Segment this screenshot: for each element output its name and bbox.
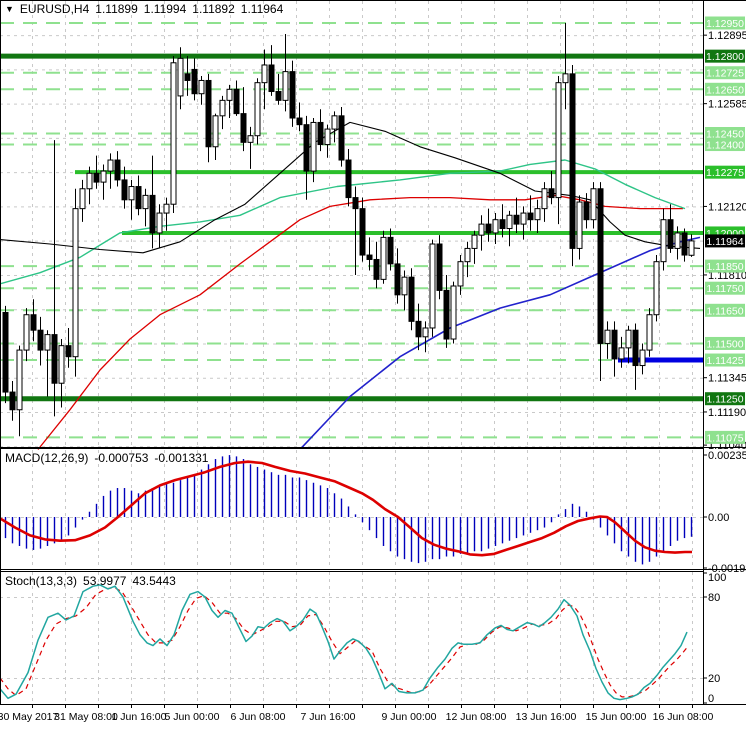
grid-lines [0,1,703,704]
ma-blue-line [301,236,701,448]
svg-text:15 Jun 00:00: 15 Jun 00:00 [586,711,647,723]
macd-signal-line [0,460,692,557]
svg-text:31 May 08:00: 31 May 08:00 [54,711,118,723]
ohlc-high: 1.11994 [143,2,187,16]
svg-text:-0.001935: -0.001935 [708,563,746,575]
symbol-title: ▼ EURUSD,H4 1.11899 1.11994 1.11892 1.11964 [5,2,283,16]
svg-text:1.12895: 1.12895 [708,30,746,42]
ma-teal-line [0,159,686,285]
ma-black-line [0,121,701,254]
candlesticks [2,23,695,437]
svg-text:1.11345: 1.11345 [708,373,746,385]
svg-text:20: 20 [708,673,720,685]
svg-text:9 Jun 00:00: 9 Jun 00:00 [382,711,437,723]
support-resistance-lines[interactable] [0,22,703,439]
svg-text:1.12120: 1.12120 [708,201,746,213]
svg-text:6 Jun 08:00: 6 Jun 08:00 [231,711,286,723]
svg-text:1.11650: 1.11650 [706,305,743,317]
svg-text:1.12650: 1.12650 [706,84,744,96]
svg-text:1.12275: 1.12275 [706,167,744,179]
svg-text:1.11190: 1.11190 [708,407,746,419]
svg-text:5 Jun 00:00: 5 Jun 00:00 [165,711,220,723]
svg-text:12 Jun 08:00: 12 Jun 08:00 [446,711,507,723]
svg-text:1.12450: 1.12450 [706,129,744,141]
macd-signal-value: -0.001331 [154,451,209,465]
svg-text:1.11810: 1.11810 [708,270,746,282]
svg-text:1.11425: 1.11425 [706,355,743,367]
svg-text:1.12800: 1.12800 [706,51,744,63]
panel-borders [0,0,746,705]
price-scale[interactable]: 1.12895 1.12585 1.12120 1.11810 1.11345 1.111… [703,16,746,453]
svg-text:0: 0 [708,693,714,705]
svg-text:0.00: 0.00 [708,512,729,524]
svg-text:1.12400: 1.12400 [706,140,744,152]
svg-text:7 Jun 16:00: 7 Jun 16:00 [301,711,356,723]
svg-text:1.11750: 1.11750 [706,283,743,295]
symbol-name: EURUSD,H4 [19,2,90,16]
svg-text:1.11075: 1.11075 [706,432,743,444]
svg-text:1.12585: 1.12585 [708,99,746,111]
stoch-d-line [0,586,689,698]
svg-text:30 May 2017: 30 May 2017 [0,711,59,723]
indicator-scale-labels[interactable]: 0.002353 0.00 -0.001935100 80 20 0 [703,450,746,705]
svg-text:1.11250: 1.11250 [706,394,743,406]
ohlc-open: 1.11899 [95,2,138,16]
svg-text:80: 80 [708,592,720,604]
macd-main-value: -0.000753 [94,451,149,465]
ohlc-low: 1.11892 [192,2,235,16]
macd-name: MACD(12,26,9) [5,451,89,465]
stoch-indicator-label: Stoch(13,3,3) 53.9977 43.5443 [5,574,176,588]
stoch-name: Stoch(13,3,3) [5,574,78,588]
ohlc-close: 1.11964 [240,2,284,16]
svg-text:100: 100 [708,572,726,584]
svg-text:1.11500: 1.11500 [706,338,743,350]
svg-text:13 Jun 16:00: 13 Jun 16:00 [516,711,577,723]
stoch-k-value: 53.9977 [83,574,127,588]
svg-text:0.002353: 0.002353 [708,450,746,462]
svg-text:1.11964: 1.11964 [706,236,743,248]
svg-text:1.12725: 1.12725 [706,68,744,80]
stoch-k-line [0,584,688,701]
svg-text:1 Jun 16:00: 1 Jun 16:00 [112,711,167,723]
current-price-badge: 1.11964 [705,234,745,248]
macd-indicator-label: MACD(12,26,9) -0.000753 -0.001331 [5,451,208,465]
collapse-chevron-icon[interactable]: ▼ [5,4,14,14]
svg-text:1.12950: 1.12950 [706,18,744,30]
ma-red-line [37,194,683,450]
svg-text:1.11850: 1.11850 [706,261,743,273]
svg-text:16 Jun 08:00: 16 Jun 08:00 [653,711,714,723]
stoch-d-value: 43.5443 [132,574,176,588]
